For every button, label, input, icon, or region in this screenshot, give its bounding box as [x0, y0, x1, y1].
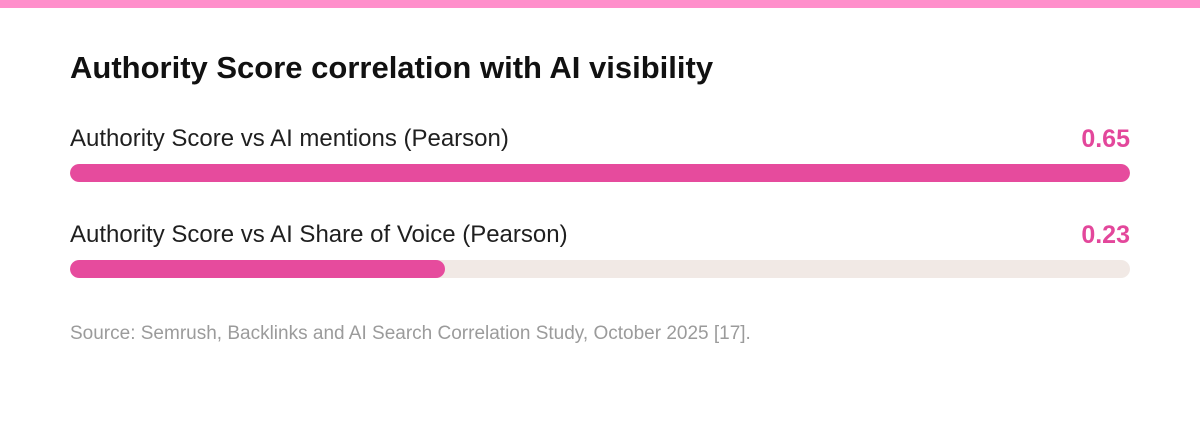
bar-row: Authority Score vs AI Share of Voice (Pe…: [70, 220, 1130, 278]
bar-value-label: 0.65: [1081, 125, 1130, 153]
bar-header: Authority Score vs AI mentions (Pearson)…: [70, 124, 1130, 154]
bar-track: [70, 260, 1130, 278]
bar-value-label: 0.23: [1081, 221, 1130, 249]
chart-title: Authority Score correlation with AI visi…: [70, 50, 714, 85]
chart-card: Authority Score correlation with AI visi…: [70, 50, 1130, 346]
top-accent-bar: [0, 0, 1200, 8]
bar-header: Authority Score vs AI Share of Voice (Pe…: [70, 220, 1130, 250]
bar-label: Authority Score vs AI Share of Voice (Pe…: [70, 221, 568, 248]
source-note: Source: Semrush, Backlinks and AI Search…: [70, 323, 751, 344]
bar-fill: [70, 260, 446, 278]
bar-row: Authority Score vs AI mentions (Pearson)…: [70, 124, 1130, 182]
bar-track: [70, 164, 1130, 182]
bar-chart: Authority Score vs AI mentions (Pearson)…: [70, 124, 1130, 278]
bar-label: Authority Score vs AI mentions (Pearson): [70, 125, 509, 152]
bar-fill: [70, 164, 1130, 182]
